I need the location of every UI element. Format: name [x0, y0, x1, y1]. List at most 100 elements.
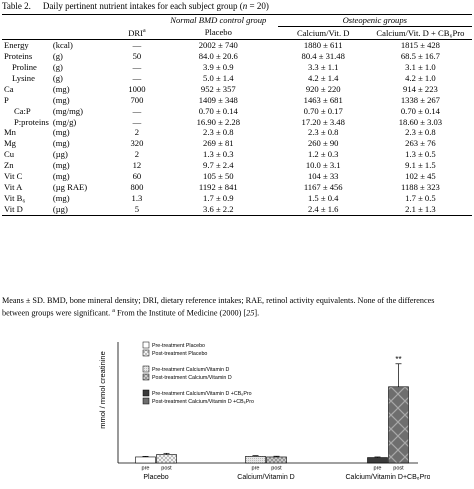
- footnote-line-1: Means ± SD. BMD, bone mineral density; D…: [2, 296, 435, 305]
- calcium-value: 1167 ± 456: [303, 181, 343, 192]
- calcium-value: 1880 ± 611: [303, 40, 343, 51]
- table-row: Mn (mg) 2 2.3 ± 0.8 2.3 ± 0.8 2.3 ± 0.8: [2, 127, 472, 138]
- table-caption: Table 2. Daily pertinent nutrient intakes…: [2, 1, 269, 11]
- legend-label: Pre-treatment Calcium/Vitamin D: [152, 367, 229, 373]
- legend-swatch: [142, 397, 150, 405]
- nutrient-name: Vit D: [4, 203, 23, 214]
- y-axis-label: mmol / mmol creatinine: [98, 351, 107, 429]
- table-row: Proline (g) — 3.9 ± 0.9 3.3 ± 1.1 3.1 ± 1.0: [2, 62, 472, 73]
- table-footnote: Means ± SD. BMD, bone mineral density; D…: [2, 295, 474, 319]
- placebo-value: 5.0 ± 1.4: [203, 72, 234, 83]
- legend-label: Post-treatment Calcium/Vitamin D: [152, 375, 232, 381]
- x-sub-label: post: [161, 466, 172, 472]
- table-row: P:proteins (mg/g) — 16.90 ± 2.28 17.20 ± 3.4…: [2, 117, 472, 128]
- table-row: Vit B₆ (mg) 1.3 1.7 ± 0.9 1.5 ± 0.4 1.7 ± 0.5: [2, 193, 472, 204]
- nutrient-unit: (mg): [52, 83, 70, 94]
- bar-chart: mmol / mmol creatinine ** Pre-treatment …: [98, 341, 431, 482]
- bar: [245, 456, 266, 464]
- calcium-value: 920 ± 220: [305, 83, 341, 94]
- nutrient-name: Mg: [4, 138, 16, 149]
- nutrient-unit: (kcal): [52, 40, 73, 51]
- legend-swatch: [142, 341, 150, 349]
- nutrient-name: Cu: [4, 149, 15, 160]
- chart-x-labels: pre post pre post pre post Placebo Calcium/Vita…: [142, 466, 431, 482]
- nutrient-unit: (µg): [52, 203, 68, 214]
- nutrient-unit: (mg): [52, 171, 70, 182]
- bar-chart-figure: mmol / mmol creatinine ** Pre-treatment …: [90, 338, 431, 484]
- dri-value: 12: [132, 160, 142, 171]
- nutrient-unit: (g): [52, 51, 63, 62]
- bar: [156, 454, 177, 464]
- calcium-value: 2.4 ± 1.6: [307, 203, 339, 214]
- placebo-value: 3.6 ± 2.2: [203, 203, 234, 214]
- calcium-cb6pro-value: 1815 ± 428: [400, 40, 440, 51]
- placebo-value: 1.3 ± 0.3: [203, 149, 234, 160]
- dri-value: —: [132, 72, 142, 83]
- x-sub-label: pre: [142, 466, 150, 472]
- table-row: Mg (mg) 320 269 ± 81 260 ± 90 263 ± 76: [2, 138, 472, 149]
- group-header-normal: Normal BMD control group: [170, 15, 267, 26]
- nutrient-name: Proteins: [4, 51, 33, 62]
- nutrient-unit: (mg/g): [52, 116, 77, 127]
- chart-legend: Pre-treatment Placebo Post-treatment Plac…: [142, 341, 254, 405]
- calcium-value: 104 ± 33: [307, 171, 339, 182]
- dri-value: 320: [130, 138, 144, 149]
- placebo-value: 1.7 ± 0.9: [203, 192, 234, 203]
- x-sub-label: pre: [252, 466, 260, 472]
- dri-value: 1000: [128, 83, 146, 94]
- calcium-value: 2.3 ± 0.8: [307, 127, 339, 138]
- nutrient-name: P: [4, 94, 9, 105]
- calcium-cb6pro-value: 914 ± 223: [403, 83, 438, 94]
- table-row: Lysine (g) — 5.0 ± 1.4 4.2 ± 1.4 4.2 ± 1.0: [2, 73, 472, 84]
- calcium-cb6pro-value: 2.1 ± 1.3: [405, 203, 436, 214]
- dri-value: 1.3: [131, 192, 143, 203]
- table-row: Cu (µg) 2 1.3 ± 0.3 1.2 ± 0.3 1.3 ± 0.5: [2, 149, 472, 160]
- placebo-value: 952 ± 357: [200, 83, 236, 94]
- placebo-value: 105 ± 50: [203, 171, 234, 182]
- table-row: Vit A (µg RAE) 800 1192 ± 841 1167 ± 456 1188…: [2, 182, 472, 193]
- nutrient-name: Ca:P: [14, 105, 31, 116]
- legend-swatch: [142, 365, 150, 373]
- col-header-placebo: Placebo: [204, 27, 232, 38]
- significance-marker: **: [395, 355, 401, 364]
- placebo-value: 2002 ± 740: [198, 40, 238, 51]
- calcium-value: 80.4 ± 31.48: [301, 51, 345, 62]
- calcium-value: 17.20 ± 3.48: [301, 116, 345, 127]
- placebo-value: 16.90 ± 2.28: [196, 116, 240, 127]
- legend-label: Post-treatment Placebo: [152, 351, 207, 357]
- table-row: Proteins (g) 50 84.0 ± 20.6 80.4 ± 31.48 68.5…: [2, 51, 472, 62]
- nutrient-name: Vit A: [4, 181, 23, 192]
- nutrient-unit: (mg): [52, 192, 70, 203]
- dri-value: 2: [134, 127, 140, 138]
- calcium-cb6pro-value: 1188 ± 323: [401, 181, 440, 192]
- nutrient-name: Ca: [4, 83, 14, 94]
- nutrient-name: Zn: [4, 160, 14, 171]
- dri-value: 60: [132, 171, 142, 182]
- table-row: Vit D (µg) 5 3.6 ± 2.2 2.4 ± 1.6 2.1 ± 1.3: [2, 203, 472, 216]
- calcium-cb6pro-value: 1.3 ± 0.5: [405, 149, 436, 160]
- calcium-value: 10.0 ± 3.1: [305, 160, 341, 171]
- table-number: Table 2.: [2, 1, 31, 11]
- calcium-cb6pro-value: 68.5 ± 16.7: [400, 51, 440, 62]
- calcium-value: 4.2 ± 1.4: [307, 72, 339, 83]
- legend-swatch: [142, 373, 150, 381]
- nutrient-unit: (g): [52, 72, 63, 83]
- nutrient-unit: (mg): [52, 160, 70, 171]
- nutrient-name: Energy: [4, 40, 29, 51]
- legend-label: Post-treatment Calcium/Vitamin D +CB₆Pro: [152, 399, 254, 405]
- table-row: Ca:P (mg/mg) — 0.70 ± 0.14 0.70 ± 0.17 0.70 ±…: [2, 106, 472, 117]
- footnote-line-2: between groups were significant. a From …: [2, 308, 260, 318]
- dri-value: 2: [134, 149, 140, 160]
- x-category-label: Calcium/Vitamin D: [237, 474, 294, 481]
- placebo-value: 3.9 ± 0.9: [203, 61, 234, 72]
- legend-label: Pre-treatment Calcium/Vitamin D +CB₆Pro: [152, 391, 252, 397]
- calcium-cb6pro-value: 1338 ± 267: [400, 94, 440, 105]
- bar: [266, 456, 287, 464]
- placebo-value: 84.0 ± 20.6: [198, 51, 238, 62]
- x-sub-label: post: [271, 466, 282, 472]
- nutrient-unit: (g): [52, 61, 63, 72]
- placebo-value: 9.7 ± 2.4: [203, 160, 234, 171]
- nutrient-unit: (mg/mg): [52, 105, 83, 116]
- calcium-cb6pro-value: 0.70 ± 0.14: [400, 105, 440, 116]
- legend-label: Pre-treatment Placebo: [152, 343, 205, 349]
